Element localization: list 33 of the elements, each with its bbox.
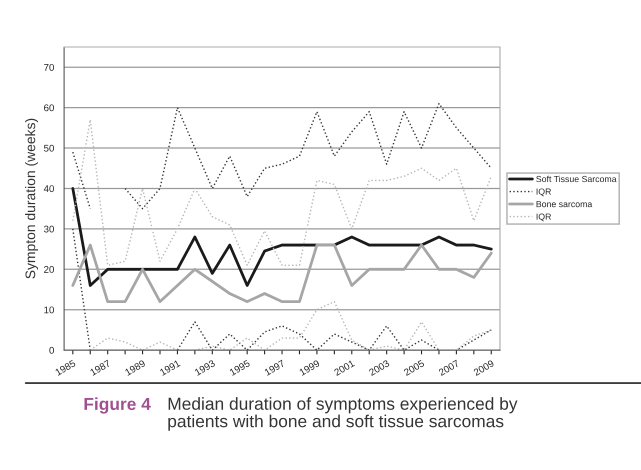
line-series (71, 187, 493, 287)
caption: Figure 4 (84, 397, 151, 414)
y-tick-label: 40 (44, 185, 54, 192)
y-tick-label: 0 (49, 346, 54, 354)
legend-label: Bone sarcoma (536, 201, 592, 208)
text: Median duration of symptoms experienced by patients with bone and soft tissue sarcomas (168, 397, 518, 431)
x-tick-label: 2001 (334, 360, 355, 376)
x-tick-label: 2005 (403, 360, 425, 376)
line-series (71, 244, 493, 304)
line-series (90, 300, 492, 350)
x-tick-label: 1985 (54, 360, 76, 376)
x-tick-label: 2007 (438, 360, 460, 376)
y-tick-label: 50 (44, 144, 54, 152)
x-tick-label: 1993 (194, 360, 216, 376)
x-tick-label: 2003 (368, 360, 390, 376)
x-tick-label: 1991 (159, 360, 181, 376)
line-series (72, 119, 492, 266)
x-tick-label: 1999 (298, 360, 320, 376)
line-series (72, 228, 492, 350)
x-tick-label: 1987 (90, 360, 111, 376)
legend-label: IQR (536, 214, 551, 222)
y-tick-label: 10 (44, 306, 54, 314)
legend-label: Soft Tissue Sarcoma (536, 176, 617, 182)
x-tick-label: 1997 (264, 360, 286, 376)
x-tick-label: 1989 (124, 360, 146, 376)
y-tick-label: 60 (44, 104, 54, 112)
y-tick-label: 20 (44, 266, 54, 273)
y-tick-label: 30 (44, 226, 54, 233)
y-tick-label: 70 (44, 64, 54, 71)
y-axis-title: Sympton duration (weeks) (25, 118, 38, 279)
x-tick-label: 2009 (473, 360, 494, 376)
legend-label: IQR (536, 188, 551, 196)
x-tick-label: 1995 (229, 360, 250, 376)
